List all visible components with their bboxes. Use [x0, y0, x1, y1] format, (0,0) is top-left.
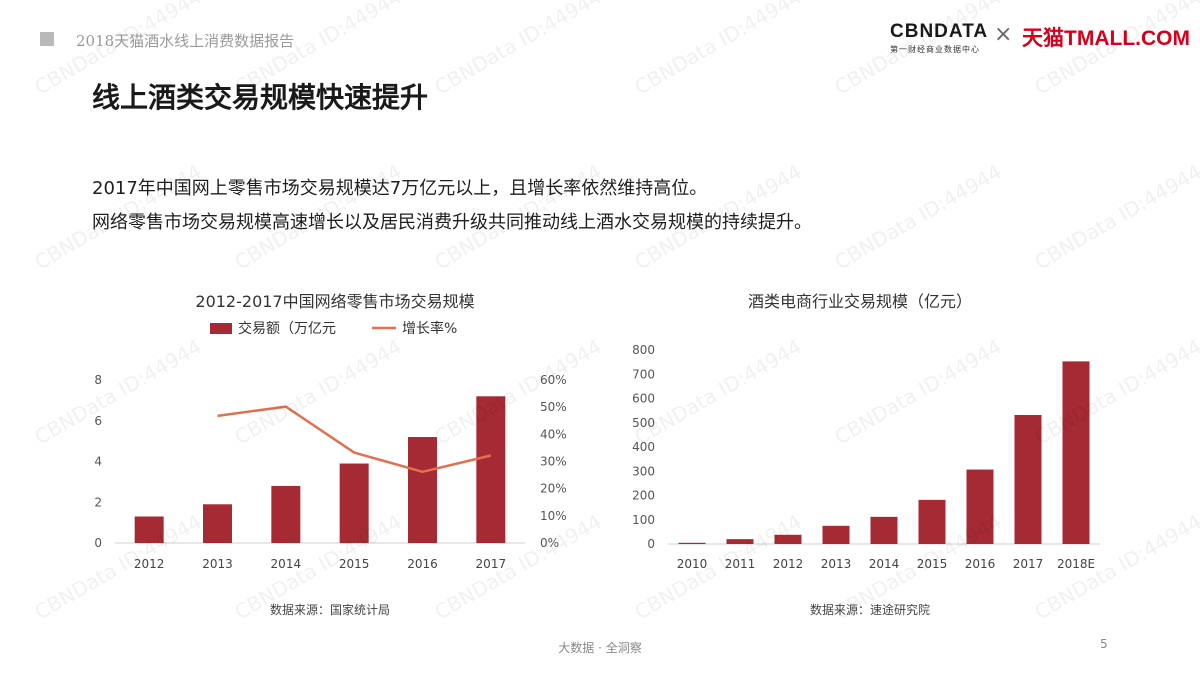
logo-separator: ×: [994, 22, 1013, 47]
chart2-bar: [726, 539, 754, 544]
watermark-text: CBNData ID:44944: [431, 0, 606, 99]
chart1-bar: [476, 396, 506, 543]
chart2-xtick: 2015: [917, 557, 948, 571]
chart2-xtick: 2011: [725, 557, 756, 571]
chart1-xtick: 2017: [476, 557, 507, 571]
chart1-y2tick: 50%: [540, 400, 567, 414]
chart1-title: 2012-2017中国网络零售市场交易规模: [195, 292, 475, 311]
chart1-ytick: 6: [94, 414, 102, 428]
report-title: 2018天猫酒水线上消费数据报告: [76, 32, 295, 50]
chart1-ytick: 2: [94, 495, 102, 509]
chart2-bar: [1062, 361, 1090, 544]
chart2-source: 数据来源：速途研究院: [809, 603, 930, 617]
description-line-2: 网络零售市场交易规模高速增长以及居民消费升级共同推动线上酒水交易规模的持续提升。: [92, 212, 812, 233]
chart1-y2tick: 60%: [540, 373, 567, 387]
chart2-xtick: 2016: [965, 557, 996, 571]
page-number: 5: [1100, 637, 1108, 651]
chart1-bar: [271, 485, 301, 543]
chart2-xtick: 2017: [1013, 557, 1044, 571]
chart1-legend: 交易额（万亿元 增长率%: [210, 320, 457, 337]
tmall-logo: 天猫TMALL.COM: [1022, 27, 1190, 50]
chart2-bar: [870, 516, 898, 544]
legend-bar-label: 交易额（万亿元: [238, 320, 336, 337]
cbndata-logo: CBNDATA 第一财经商业数据中心: [890, 22, 988, 55]
chart2-ytick: 100: [632, 513, 655, 527]
chart2-xtick: 2010: [677, 557, 708, 571]
chart2-xtick: 2012: [773, 557, 804, 571]
legend-line-label: 增长率%: [402, 320, 457, 337]
chart2-title: 酒类电商行业交易规模（亿元）: [747, 292, 972, 311]
description: 2017年中国网上零售市场交易规模达7万亿元以上，且增长率依然维持高位。 网络零…: [92, 172, 812, 240]
chart1-bar: [134, 516, 164, 543]
watermark-text: CBNData ID:44944: [1031, 159, 1200, 274]
chart1-bar: [203, 504, 232, 543]
legend-bar-swatch: [210, 323, 232, 334]
header-square-mark: [40, 32, 54, 46]
chart2-bar: [1014, 414, 1042, 544]
chart1-growth-line: [217, 405, 492, 474]
chart2-ytick: 600: [632, 392, 655, 406]
chart2-ytick: 400: [632, 440, 655, 454]
chart1-xtick: 2012: [134, 557, 165, 571]
chart2-ytick: 500: [632, 416, 655, 430]
chart1-ytick: 8: [94, 373, 102, 387]
chart2-ytick: 300: [632, 464, 655, 478]
chart1-xtick: 2014: [271, 557, 302, 571]
chart2-liquor-ecommerce-scale: 0 100 200 300 400 500 600 700 800 2010 2011 2012 201…: [632, 343, 1100, 571]
chart1-source: 数据来源：国家统计局: [269, 603, 390, 617]
chart2-xtick: 2013: [821, 557, 852, 571]
chart1-y2tick: 0%: [540, 536, 559, 550]
chart2-ytick: 200: [632, 489, 655, 503]
chart2-ytick: 0: [647, 537, 655, 551]
chart2-bar: [822, 525, 850, 544]
chart2-ytick: 700: [632, 367, 655, 381]
chart2-ytick: 800: [632, 343, 655, 357]
chart1-ytick: 0: [94, 536, 102, 550]
chart2-bar: [918, 499, 946, 544]
chart1-y2tick: 20%: [540, 482, 567, 496]
chart1-xtick: 2016: [407, 557, 438, 571]
cbndata-logo-text: CBNDATA: [890, 21, 989, 42]
chart1-xtick: 2015: [339, 557, 370, 571]
chart1-ytick: 4: [94, 455, 102, 469]
chart2-bar: [966, 469, 994, 544]
chart1-y2tick: 10%: [540, 509, 567, 523]
chart1-xtick: 2013: [202, 557, 233, 571]
page-title: 线上酒类交易规模快速提升: [92, 81, 429, 114]
chart1-bar: [339, 463, 369, 543]
chart1-bar: [408, 437, 437, 543]
chart2-bar: [678, 542, 706, 544]
chart2-xtick: 2018E: [1057, 557, 1095, 571]
cbndata-logo-subtitle: 第一财经商业数据中心: [890, 45, 980, 54]
footer-slogan: 大数据 · 全洞察: [558, 641, 642, 655]
description-line-1: 2017年中国网上零售市场交易规模达7万亿元以上，且增长率依然维持高位。: [92, 178, 708, 199]
watermark-text: CBNData ID:44944: [631, 0, 806, 99]
chart2-xtick: 2014: [869, 557, 900, 571]
chart2-bar: [774, 534, 802, 544]
chart1-y2tick: 40%: [540, 427, 567, 441]
chart1-y2tick: 30%: [540, 455, 567, 469]
watermark-text: CBNData ID:44944: [831, 159, 1006, 274]
chart1-online-retail-scale: 交易额（万亿元 增长率% 0 2 4 6 8 0% 10% 20% 30% 40% 50% 60% 2012…: [94, 320, 567, 571]
